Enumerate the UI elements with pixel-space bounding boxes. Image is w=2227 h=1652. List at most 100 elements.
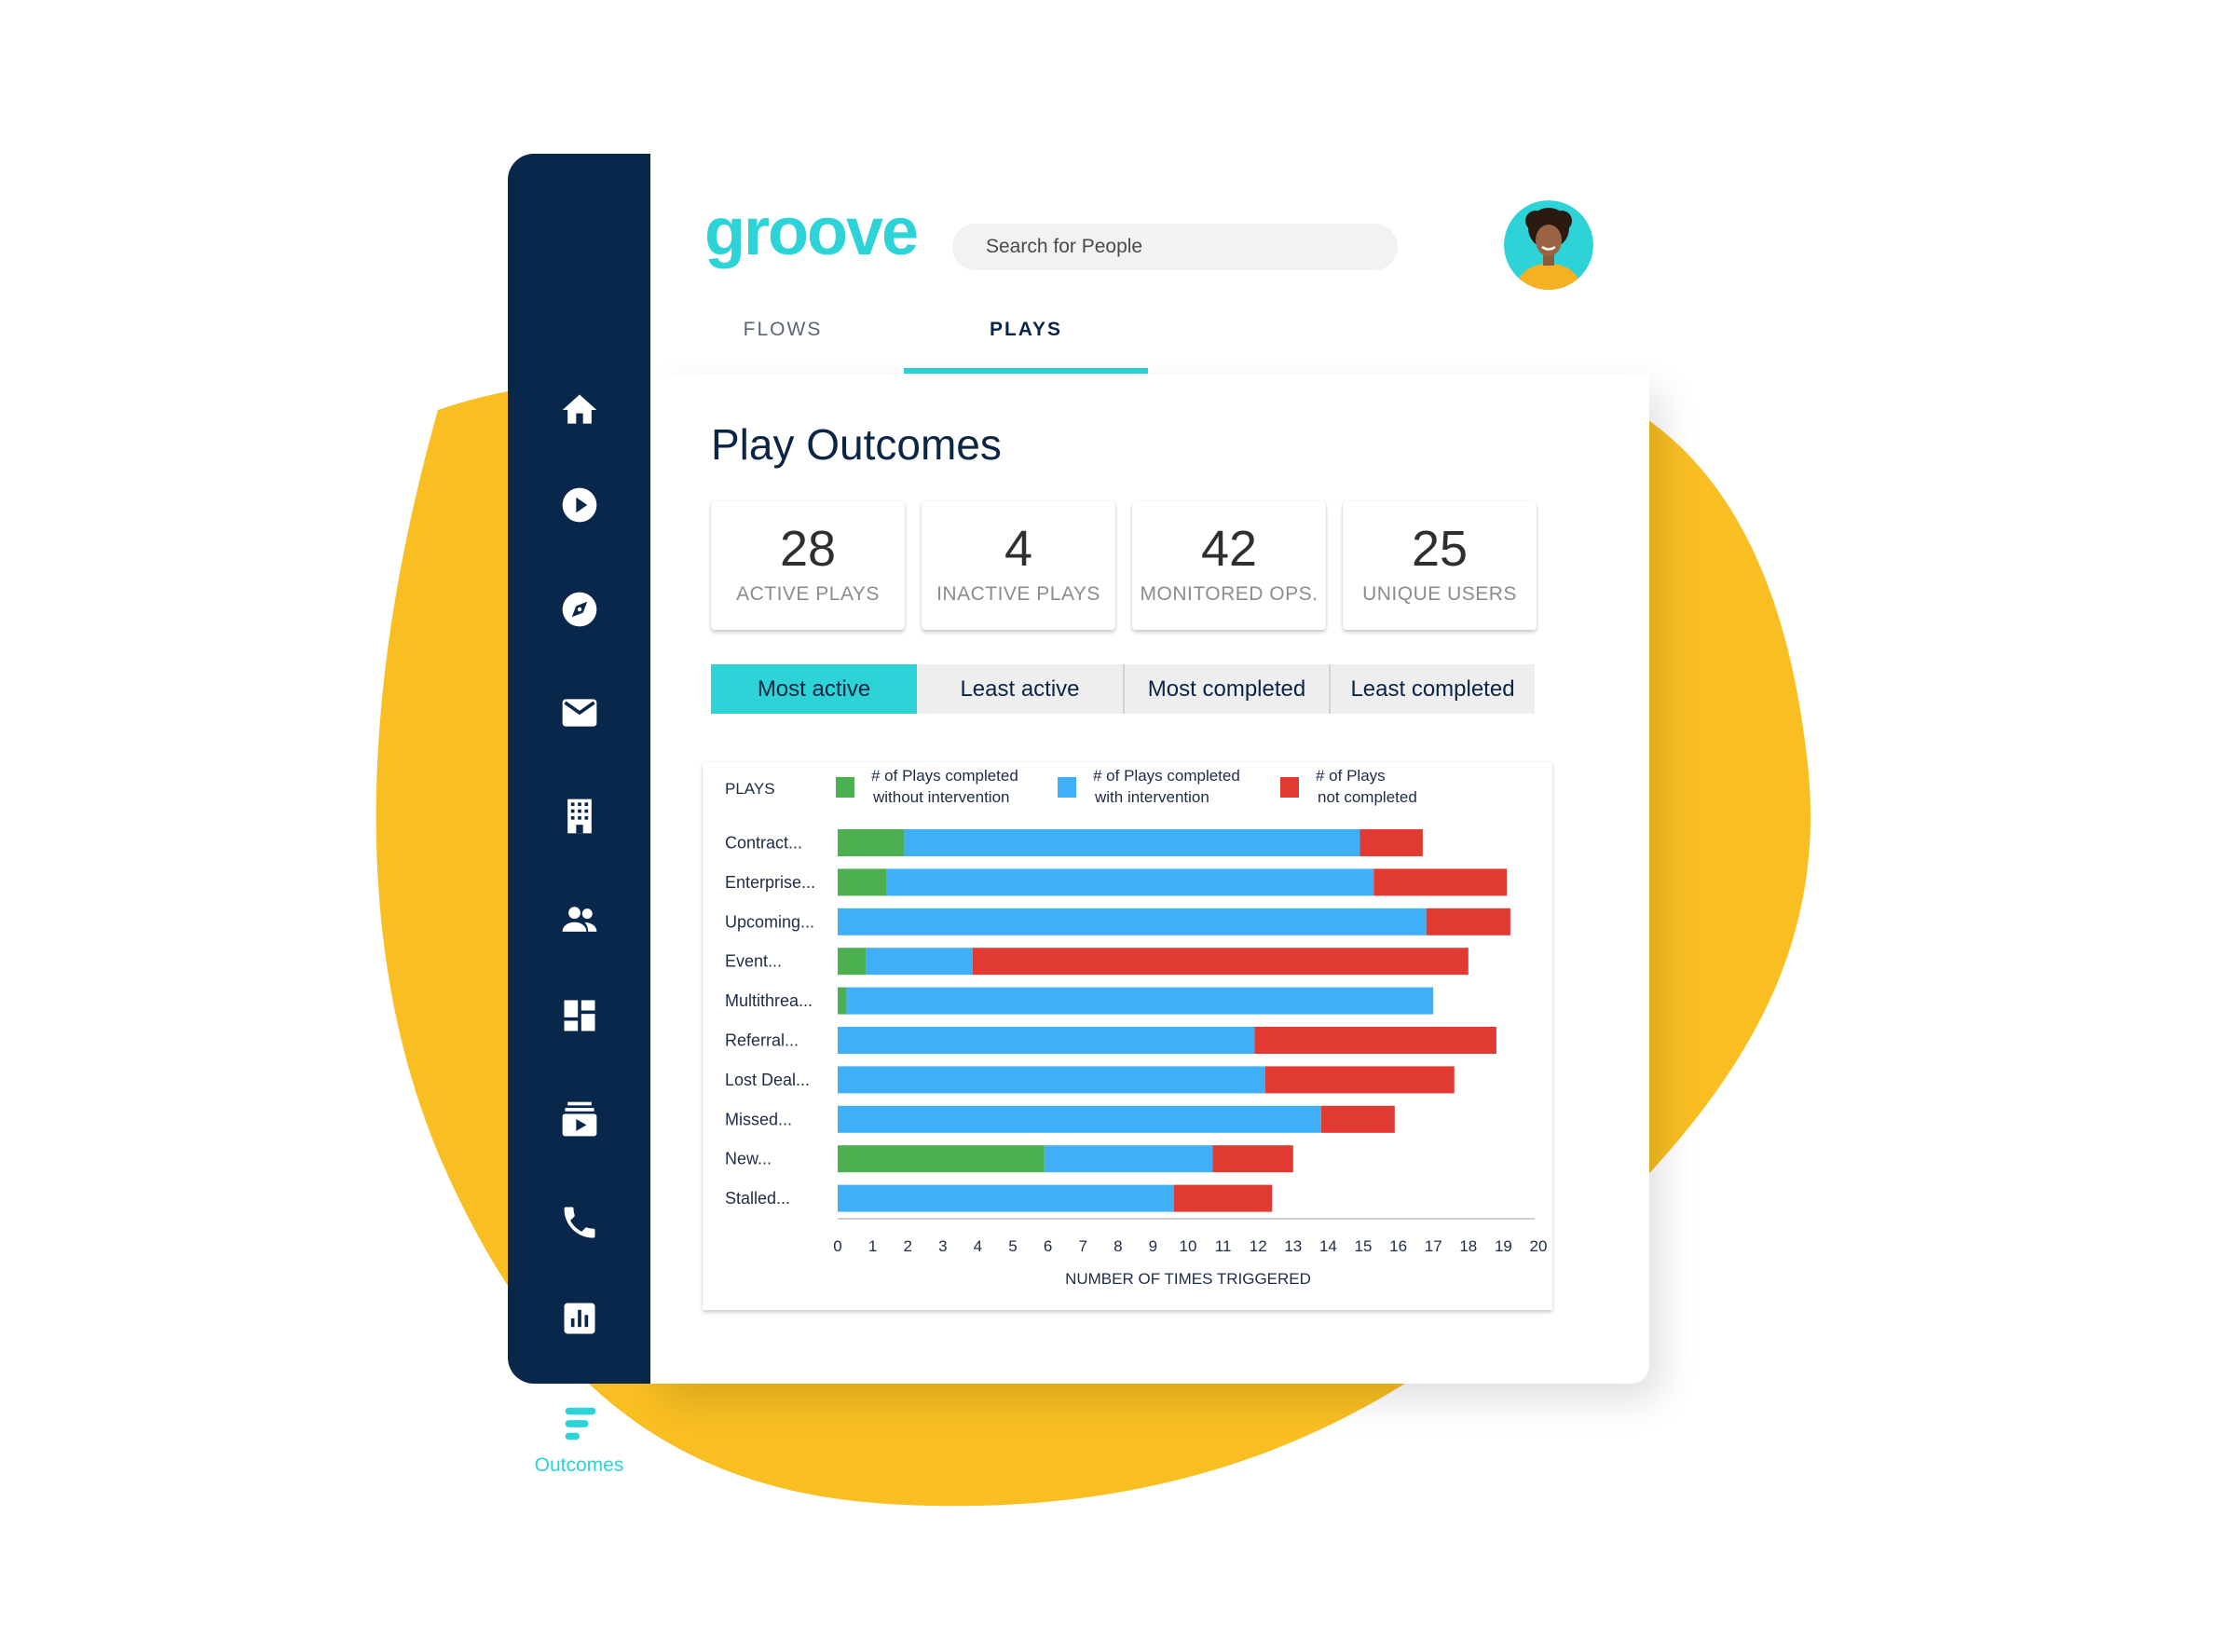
tab-flows[interactable]: FLOWS (727, 319, 839, 375)
compass-icon (562, 592, 596, 627)
sidebar-item-people[interactable] (508, 890, 650, 949)
bar-segment (838, 868, 887, 896)
x-tick-label: 8 (1114, 1237, 1122, 1255)
sidebar-item-label: Outcomes (534, 1454, 624, 1476)
x-tick-label: 20 (1530, 1237, 1548, 1255)
bar-segment (846, 987, 1434, 1015)
play-circle-icon (562, 487, 596, 523)
filter-most-completed[interactable]: Most completed (1123, 664, 1329, 714)
bar-segment (1044, 1145, 1213, 1173)
x-tick-label: 11 (1215, 1237, 1232, 1255)
stat-value: 25 (1411, 521, 1469, 577)
category-label: Missed... (725, 1110, 792, 1128)
category-label: Referral... (725, 1031, 799, 1050)
legend-label: # of Plays completed with intervention (1093, 767, 1240, 806)
category-label: Upcoming... (725, 912, 814, 931)
category-label: Lost Deal... (725, 1071, 810, 1089)
stat-value: 42 (1200, 521, 1258, 577)
category-label: Event... (725, 952, 782, 971)
stat-label: INACTIVE PLAYS (936, 583, 1100, 605)
stat-card-inactive-plays: 4 INACTIVE PLAYS (922, 501, 1115, 630)
category-label: New... (725, 1150, 772, 1168)
sidebar-item-accounts[interactable] (508, 786, 650, 846)
stat-card-unique-users: 25 UNIQUE USERS (1343, 501, 1537, 630)
bar-segment (838, 987, 847, 1015)
people-icon (562, 907, 596, 932)
x-tick-label: 7 (1078, 1237, 1086, 1255)
bar-segment (838, 1184, 1174, 1212)
bar-segment (838, 1066, 1265, 1094)
stat-card-monitored-ops: 42 MONITORED OPS. (1132, 501, 1326, 630)
bar-segment (838, 829, 905, 856)
tab-plays[interactable]: PLAYS (904, 319, 1148, 375)
filter-label: Least completed (1350, 676, 1515, 702)
home-icon (562, 394, 596, 424)
stat-value: 4 (1004, 521, 1033, 577)
sidebar-item-mail[interactable] (508, 683, 650, 743)
stat-value: 28 (779, 521, 837, 577)
page-title: Play Outcomes (711, 420, 1002, 469)
sidebar-item-home[interactable] (508, 380, 650, 440)
sidebar-item-explore[interactable] (508, 580, 650, 639)
bar-segment (1373, 868, 1508, 896)
bar-chart-icon (564, 1303, 594, 1334)
x-tick-label: 12 (1250, 1237, 1267, 1255)
sidebar-item-play[interactable] (508, 475, 650, 535)
tab-label: FLOWS (743, 319, 823, 340)
filter-label: Most active (757, 676, 871, 702)
mail-icon (562, 699, 596, 727)
sidebar-item-dashboard[interactable] (508, 986, 650, 1045)
sidebar-item-phone[interactable] (508, 1193, 650, 1252)
filter-least-completed[interactable]: Least completed (1329, 664, 1535, 714)
bar-segment (838, 908, 1427, 935)
dashboard-icon (564, 1000, 594, 1031)
svg-text:groove: groove (704, 203, 917, 269)
legend-label: # of Plays completed without intervention (871, 767, 1018, 806)
x-tick-label: 18 (1459, 1237, 1477, 1255)
x-axis-label: NUMBER OF TIMES TRIGGERED (1065, 1270, 1311, 1288)
search-input[interactable] (952, 224, 1398, 270)
sidebar-item-analytics[interactable] (508, 1289, 650, 1348)
sidebar-item-outcomes[interactable]: Outcomes (508, 1384, 650, 1495)
bar-segment (1212, 1145, 1293, 1173)
filter-label: Least active (960, 676, 1080, 702)
user-avatar-image (1504, 200, 1593, 290)
sidebar-item-videos[interactable] (508, 1089, 650, 1149)
outcomes-icon (565, 1407, 595, 1440)
x-tick-label: 16 (1389, 1237, 1407, 1255)
legend-swatch (1058, 777, 1076, 798)
bar-segment (886, 868, 1374, 896)
category-label: Enterprise... (725, 873, 815, 892)
video-library-icon (562, 1101, 596, 1137)
bar-segment (838, 1145, 1045, 1173)
category-label: Contract... (725, 834, 802, 853)
legend-swatch (1280, 777, 1299, 798)
x-tick-label: 4 (974, 1237, 982, 1255)
avatar[interactable] (1504, 200, 1593, 290)
x-tick-label: 6 (1044, 1237, 1052, 1255)
bar-segment (838, 948, 867, 976)
x-tick-label: 17 (1425, 1237, 1442, 1255)
stat-label: ACTIVE PLAYS (736, 583, 880, 605)
bar-segment (1359, 829, 1423, 856)
x-tick-label: 0 (833, 1237, 841, 1255)
legend-swatch (836, 777, 854, 798)
chart-row-header: PLAYS (725, 780, 775, 798)
filter-most-active[interactable]: Most active (711, 664, 917, 714)
bar-segment (1426, 908, 1510, 935)
phone-icon (564, 1207, 594, 1238)
bar-segment (1173, 1184, 1273, 1212)
stat-card-active-plays: 28 ACTIVE PLAYS (711, 501, 905, 630)
stat-label: UNIQUE USERS (1362, 583, 1517, 605)
x-tick-label: 10 (1180, 1237, 1197, 1255)
groove-logo: groove (704, 203, 919, 269)
x-tick-label: 1 (868, 1237, 877, 1255)
x-tick-label: 15 (1355, 1237, 1373, 1255)
bar-segment (838, 1027, 1255, 1054)
bar-segment (1264, 1066, 1455, 1094)
x-tick-label: 9 (1149, 1237, 1157, 1255)
filter-least-active[interactable]: Least active (917, 664, 1123, 714)
building-icon (567, 799, 592, 834)
filter-label: Most completed (1147, 676, 1306, 702)
bar-segment (904, 829, 1360, 856)
